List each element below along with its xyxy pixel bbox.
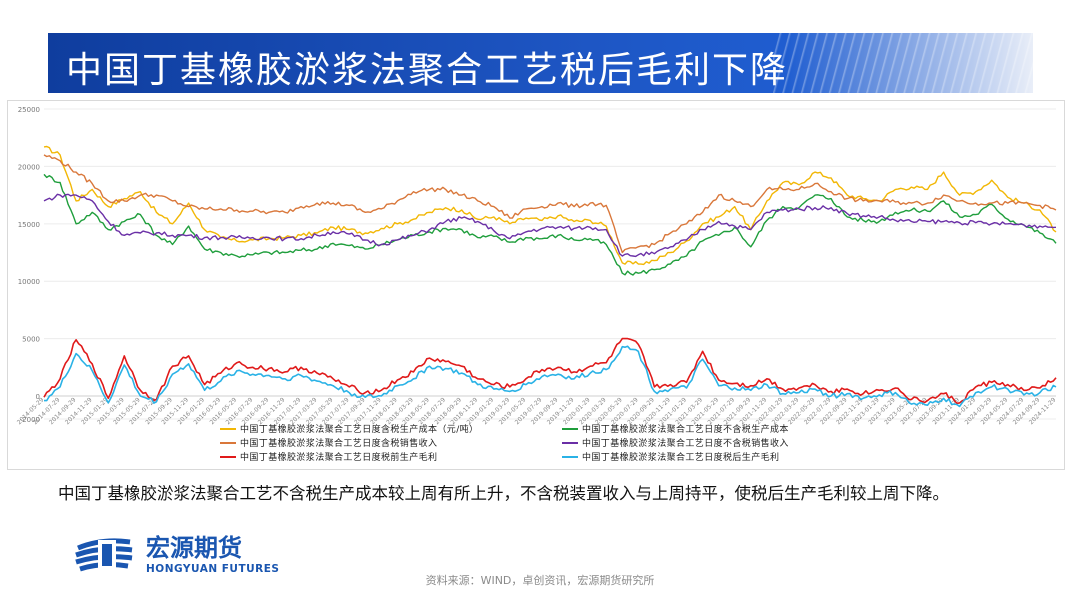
legend-label: 中国丁基橡胶淤浆法聚合工艺日度不含税生产成本 (582, 423, 789, 435)
line-chart: 2500020000150001000050000-20002014-05-29… (16, 106, 1058, 463)
series-line (43, 145, 1057, 266)
banner-decoration (773, 33, 1033, 93)
y-tick-label: 5000 (22, 336, 40, 344)
company-logo: 宏源期货 HONGYUAN FUTURES (75, 534, 279, 575)
series-line (43, 173, 1057, 276)
y-tick-label: 15000 (18, 221, 40, 229)
series-line (43, 154, 1057, 254)
y-tick-label: 10000 (18, 278, 40, 286)
series-line (44, 345, 1057, 408)
chart-frame: 25000 20000 15000 10000 5000 0 -2000 2014-05-29… (7, 100, 1065, 470)
logo-mark-icon (75, 538, 133, 572)
source-note: 资料来源：WIND，卓创资讯，宏源期货研究所 (425, 574, 655, 587)
legend-label: 中国丁基橡胶淤浆法聚合工艺日度税后生产毛利 (582, 451, 779, 463)
series-line (43, 193, 1057, 258)
y-tick-label: -2000 (20, 416, 40, 424)
legend-label: 中国丁基橡胶淤浆法聚合工艺日度不含税销售收入 (582, 437, 789, 449)
y-tick-label: 25000 (18, 106, 40, 114)
caption-text: 中国丁基橡胶淤浆法聚合工艺不含税生产成本较上周有所上升，不含税装置收入与上周持平… (58, 484, 949, 503)
title-banner: 中国丁基橡胶淤浆法聚合工艺税后毛利下降 (48, 33, 1033, 93)
series-line (43, 337, 1057, 405)
legend-label: 中国丁基橡胶淤浆法聚合工艺日度含税销售收入 (240, 437, 437, 449)
legend-label: 中国丁基橡胶淤浆法聚合工艺日度含税生产成本（元/吨） (240, 423, 478, 435)
logo-en-text: HONGYUAN FUTURES (146, 563, 279, 575)
y-tick-label: 20000 (18, 163, 40, 171)
y-tick-label: 0 (36, 393, 40, 401)
slide-title: 中国丁基橡胶淤浆法聚合工艺税后毛利下降 (66, 50, 789, 91)
logo-cn-text: 宏源期货 (146, 534, 242, 562)
legend-label: 中国丁基橡胶淤浆法聚合工艺日度税前生产毛利 (240, 451, 437, 463)
